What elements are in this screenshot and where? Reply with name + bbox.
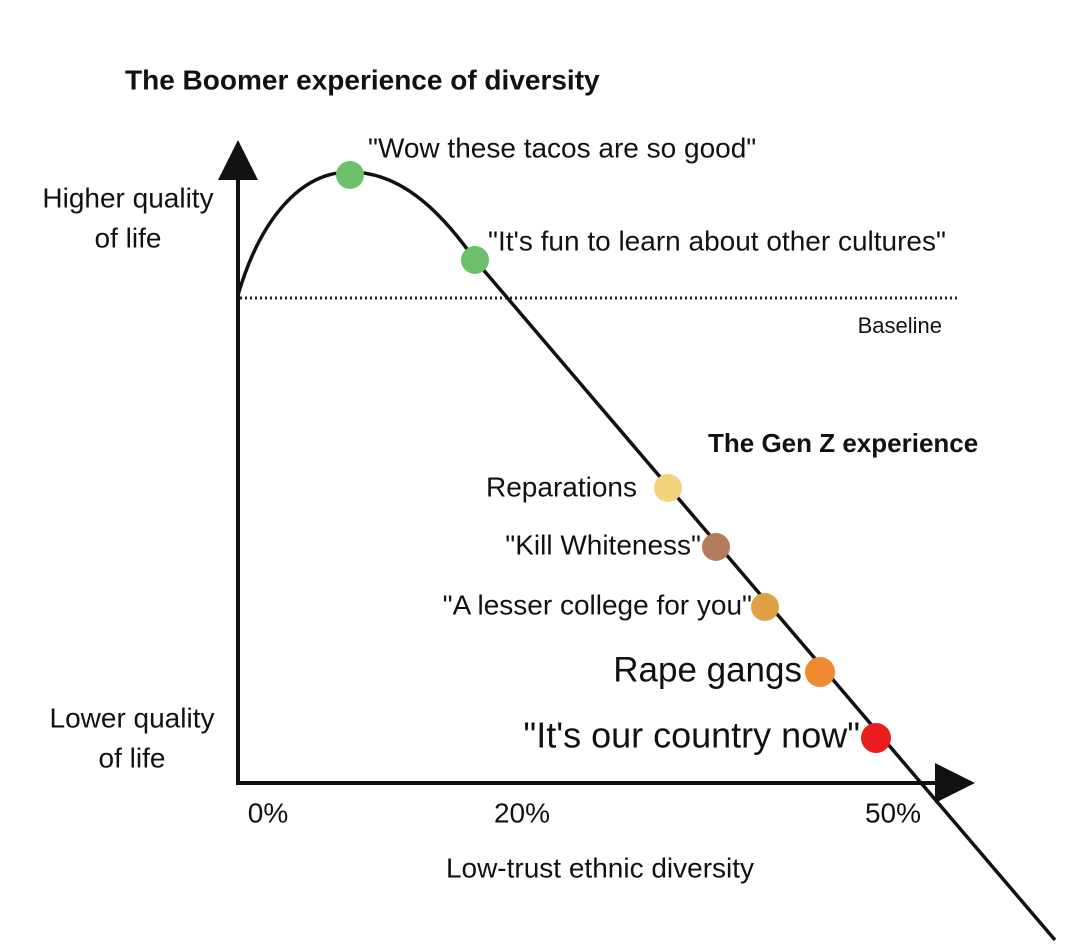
point-label: "It's our country now" <box>523 715 860 756</box>
title: The Boomer experience of diversity <box>125 64 600 95</box>
x-axis-label: Low-trust ethnic diversity <box>446 852 754 883</box>
point-label: "A lesser college for you" <box>443 589 752 620</box>
point-label: "Wow these tacos are so good" <box>368 132 756 163</box>
point <box>751 593 779 621</box>
point-label: Reparations <box>486 471 637 502</box>
y-top-label: of life <box>95 222 162 253</box>
point <box>805 657 835 687</box>
y-bottom-label: Lower quality <box>50 702 215 733</box>
x-tick-label: 20% <box>494 797 550 828</box>
point-label: "It's fun to learn about other cultures" <box>488 225 946 256</box>
point <box>336 161 364 189</box>
x-tick-label: 50% <box>865 797 921 828</box>
baseline-label: Baseline <box>858 313 942 338</box>
y-top-label: Higher quality <box>42 182 213 213</box>
point <box>702 533 730 561</box>
x-tick-label: 0% <box>248 797 288 828</box>
point <box>861 723 891 753</box>
section-title: The Gen Z experience <box>708 428 978 458</box>
point-label: "Kill Whiteness" <box>505 529 701 560</box>
point <box>654 474 682 502</box>
y-bottom-label: of life <box>99 742 166 773</box>
point-label: Rape gangs <box>613 650 802 689</box>
point <box>461 246 489 274</box>
